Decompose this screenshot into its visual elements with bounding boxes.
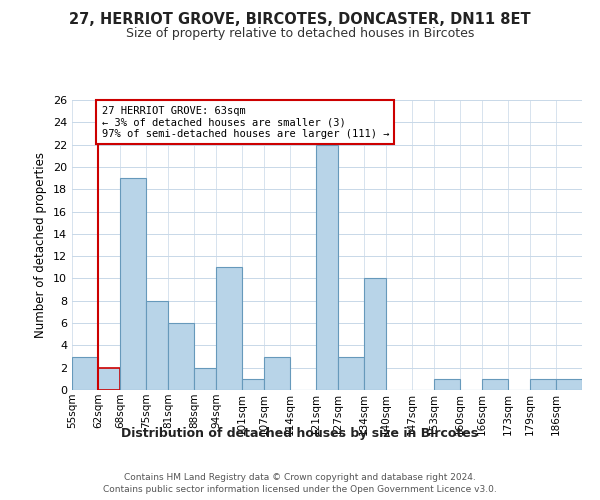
Bar <box>316 144 338 390</box>
Bar <box>264 356 290 390</box>
Text: Size of property relative to detached houses in Bircotes: Size of property relative to detached ho… <box>126 28 474 40</box>
Bar <box>146 301 168 390</box>
Bar <box>168 323 194 390</box>
Bar <box>364 278 386 390</box>
Bar <box>98 368 120 390</box>
Bar <box>194 368 216 390</box>
Text: 27 HERRIOT GROVE: 63sqm
← 3% of detached houses are smaller (3)
97% of semi-deta: 27 HERRIOT GROVE: 63sqm ← 3% of detached… <box>101 106 389 139</box>
Text: 27, HERRIOT GROVE, BIRCOTES, DONCASTER, DN11 8ET: 27, HERRIOT GROVE, BIRCOTES, DONCASTER, … <box>69 12 531 28</box>
Text: Contains HM Land Registry data © Crown copyright and database right 2024.: Contains HM Land Registry data © Crown c… <box>124 472 476 482</box>
Text: Contains public sector information licensed under the Open Government Licence v3: Contains public sector information licen… <box>103 485 497 494</box>
Bar <box>482 379 508 390</box>
Bar <box>530 379 556 390</box>
Bar <box>556 379 582 390</box>
Bar <box>338 356 364 390</box>
Bar <box>434 379 460 390</box>
Bar <box>120 178 146 390</box>
Y-axis label: Number of detached properties: Number of detached properties <box>34 152 47 338</box>
Text: Distribution of detached houses by size in Bircotes: Distribution of detached houses by size … <box>121 428 479 440</box>
Bar <box>216 268 242 390</box>
Bar <box>242 379 264 390</box>
Bar <box>72 356 98 390</box>
